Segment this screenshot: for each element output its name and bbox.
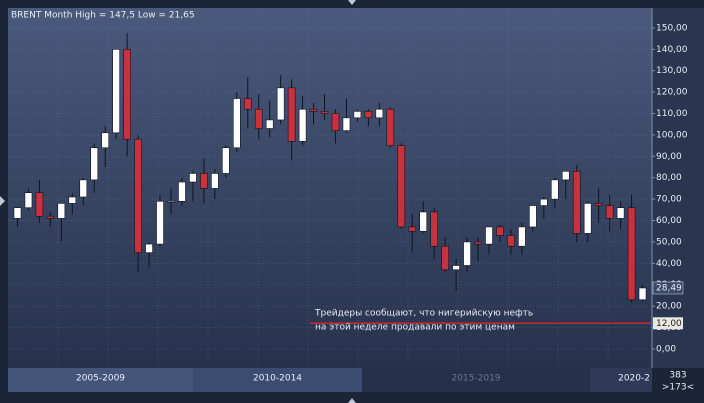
candle-body [507,235,515,247]
candle-body [529,205,537,228]
y-tick-label: 80,00 [656,173,682,183]
candle-body [178,181,186,202]
candle-body [583,203,592,234]
last-price-label: 28,49 [656,283,682,293]
candle-body [375,108,384,119]
candle-body [452,265,460,271]
candle-body [13,207,22,219]
candle-body [79,179,88,198]
candle-body [35,192,44,217]
annotation: на этой неделе продавали по этим ценам [315,323,515,333]
y-tick-label: 70,00 [656,195,682,205]
scroll-marker[interactable] [0,196,5,206]
candle-body [572,171,581,234]
candle-body [134,138,142,253]
candle-body [309,108,318,112]
candle-body [342,117,351,131]
scroll-marker[interactable] [348,398,356,403]
period-label: 2020-2 [618,374,650,384]
alert-label: 12,00 [656,319,682,329]
candle-body [156,200,164,245]
period-label: 2010-2014 [253,374,302,384]
candle-body [463,241,471,266]
candle-body [145,243,153,253]
candle-body [441,245,449,271]
candle-body [397,145,406,228]
candle-body [243,98,252,110]
candle-body [331,113,340,131]
candle-body [616,207,625,219]
candle-body [408,226,417,232]
candle-body [101,132,110,149]
candle-body [638,287,647,301]
candle-body [90,147,99,181]
candle-body [430,211,438,247]
y-tick-label: 100,00 [656,130,688,140]
candle-body [222,147,230,174]
y-tick-label: 40,00 [656,259,682,269]
candle-body [68,196,77,204]
scroll-marker[interactable] [348,0,356,5]
candle-body [485,226,493,245]
y-tick-label: 130,00 [656,66,688,76]
candle-body [232,98,241,149]
candle-body [561,171,570,181]
visible-bars: >173< [662,383,694,393]
candle-body [24,192,33,208]
candle-body [540,198,548,206]
y-tick-label: 110,00 [656,109,688,119]
y-tick-label: 140,00 [656,45,688,55]
y-tick-label: 90,00 [656,152,682,162]
period-label: 2015-2019 [451,374,500,384]
period-band [362,368,590,392]
y-tick-label: 50,00 [656,237,682,247]
candle-body [287,87,296,142]
y-tick-label: 20,00 [656,302,682,312]
period-band [590,368,652,392]
candle-body [46,215,55,219]
candle-body [298,108,307,142]
candle-body [189,173,197,183]
candle-body [605,205,614,219]
candle-body [550,179,559,200]
period-label: 2005-2009 [76,374,125,384]
candle-body [419,211,428,232]
last-price-box [652,281,684,295]
candle-body [254,108,263,129]
candle-body [353,111,362,119]
candle-body [627,207,636,301]
candle-body [123,49,131,140]
y-tick-label: 60,00 [656,216,682,226]
candle-body [594,203,603,206]
price-axis [652,8,704,368]
alert-label-box [653,317,683,330]
bar-count: 383 [669,371,686,381]
candle-body [386,108,395,146]
candle-body [474,241,482,245]
candle-body [167,200,175,203]
period-band [8,368,193,392]
period-band [193,368,362,392]
candle-body [518,226,526,247]
candle-body [211,173,219,189]
candle-body [265,119,274,129]
candle-body [57,203,66,219]
candle-body [200,173,208,189]
chart-title: BRENT Month High = 147,5 Low = 21,65 [11,11,195,21]
candle-body [112,49,120,134]
candle-body [496,226,504,236]
y-tick-label: 0,00 [656,344,676,354]
y-tick-label: 150,00 [656,23,688,33]
candle-body [276,87,285,121]
candle-body [364,111,373,119]
y-tick-label: 120,00 [656,88,688,98]
candle-body [320,111,329,114]
annotation: Трейдеры сообщают, что нигерийскую нефть [314,309,533,319]
